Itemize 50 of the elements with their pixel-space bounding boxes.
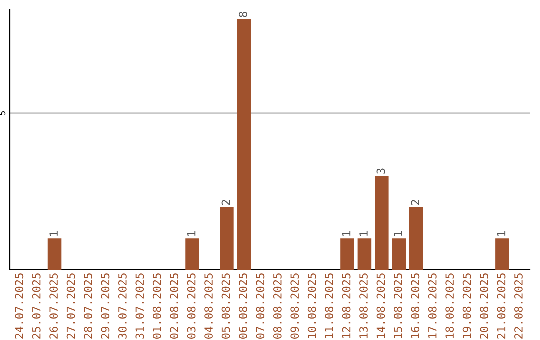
bar bbox=[375, 176, 389, 270]
x-tick-label: 03.08.2025 bbox=[187, 274, 196, 339]
x-tick-label: 19.08.2025 bbox=[462, 274, 472, 338]
data-label: 1 bbox=[394, 231, 402, 236]
x-tick-label: 28.07.2025 bbox=[84, 274, 92, 339]
bar bbox=[392, 238, 406, 270]
bar bbox=[340, 238, 354, 270]
x-tick-label: 30.07.2025 bbox=[118, 274, 127, 339]
x-tick-label: 25.07.2025 bbox=[32, 274, 41, 339]
x-tick-label: 01.08.2025 bbox=[152, 274, 162, 339]
x-tick-label: 17.08.2025 bbox=[428, 274, 437, 338]
x-tick-label: 10.08.2025 bbox=[308, 274, 316, 338]
bar bbox=[358, 238, 372, 270]
x-tick-label: 02.08.2025 bbox=[170, 274, 179, 339]
x-tick-label: 05.08.2025 bbox=[222, 274, 230, 339]
x-tick-label: 26.07.2025 bbox=[50, 274, 58, 339]
data-label: 2 bbox=[411, 200, 420, 206]
x-tick-label: 07.08.2025 bbox=[256, 274, 265, 339]
x-tick-label: 24.07.2025 bbox=[15, 274, 24, 339]
bar bbox=[496, 238, 510, 270]
x-tick-label: 15.08.2025 bbox=[394, 274, 402, 338]
x-tick-label: 21.08.2025 bbox=[497, 274, 506, 339]
bar bbox=[220, 207, 234, 270]
data-label: 8 bbox=[239, 12, 248, 18]
bar bbox=[48, 238, 62, 270]
bar bbox=[409, 207, 424, 270]
bar bbox=[186, 238, 200, 270]
data-label: 1 bbox=[360, 231, 368, 236]
x-tick-label: 08.08.2025 bbox=[273, 274, 282, 339]
data-label: 1 bbox=[50, 231, 58, 236]
x-tick-label: 22.08.2025 bbox=[514, 274, 523, 339]
x-tick-label: 06.08.2025 bbox=[239, 274, 248, 339]
x-tick-label: 20.08.2025 bbox=[480, 274, 488, 339]
x-tick-label: 31.07.2025 bbox=[136, 274, 144, 339]
x-tick-label: 27.07.2025 bbox=[66, 274, 76, 339]
x-tick-label: 11.08.2025 bbox=[325, 274, 334, 338]
x-tick-label: 14.08.2025 bbox=[376, 274, 386, 338]
x-tick-label: 18.08.2025 bbox=[446, 274, 454, 338]
x-tick-label: 13.08.2025 bbox=[360, 274, 368, 338]
data-label: 1 bbox=[497, 231, 506, 236]
x-tick-label: 04.08.2025 bbox=[204, 274, 213, 339]
x-tick-label: 29.07.2025 bbox=[101, 274, 110, 339]
data-label: 1 bbox=[188, 231, 196, 236]
data-label: 1 bbox=[342, 231, 351, 236]
x-tick-label: 09.08.2025 bbox=[290, 274, 300, 339]
x-tick-label: 16.08.2025 bbox=[411, 274, 420, 338]
x-tick-label: 12.08.2025 bbox=[342, 274, 351, 338]
data-label: 3 bbox=[376, 168, 386, 174]
bar bbox=[237, 19, 252, 270]
data-label: 2 bbox=[222, 200, 230, 206]
